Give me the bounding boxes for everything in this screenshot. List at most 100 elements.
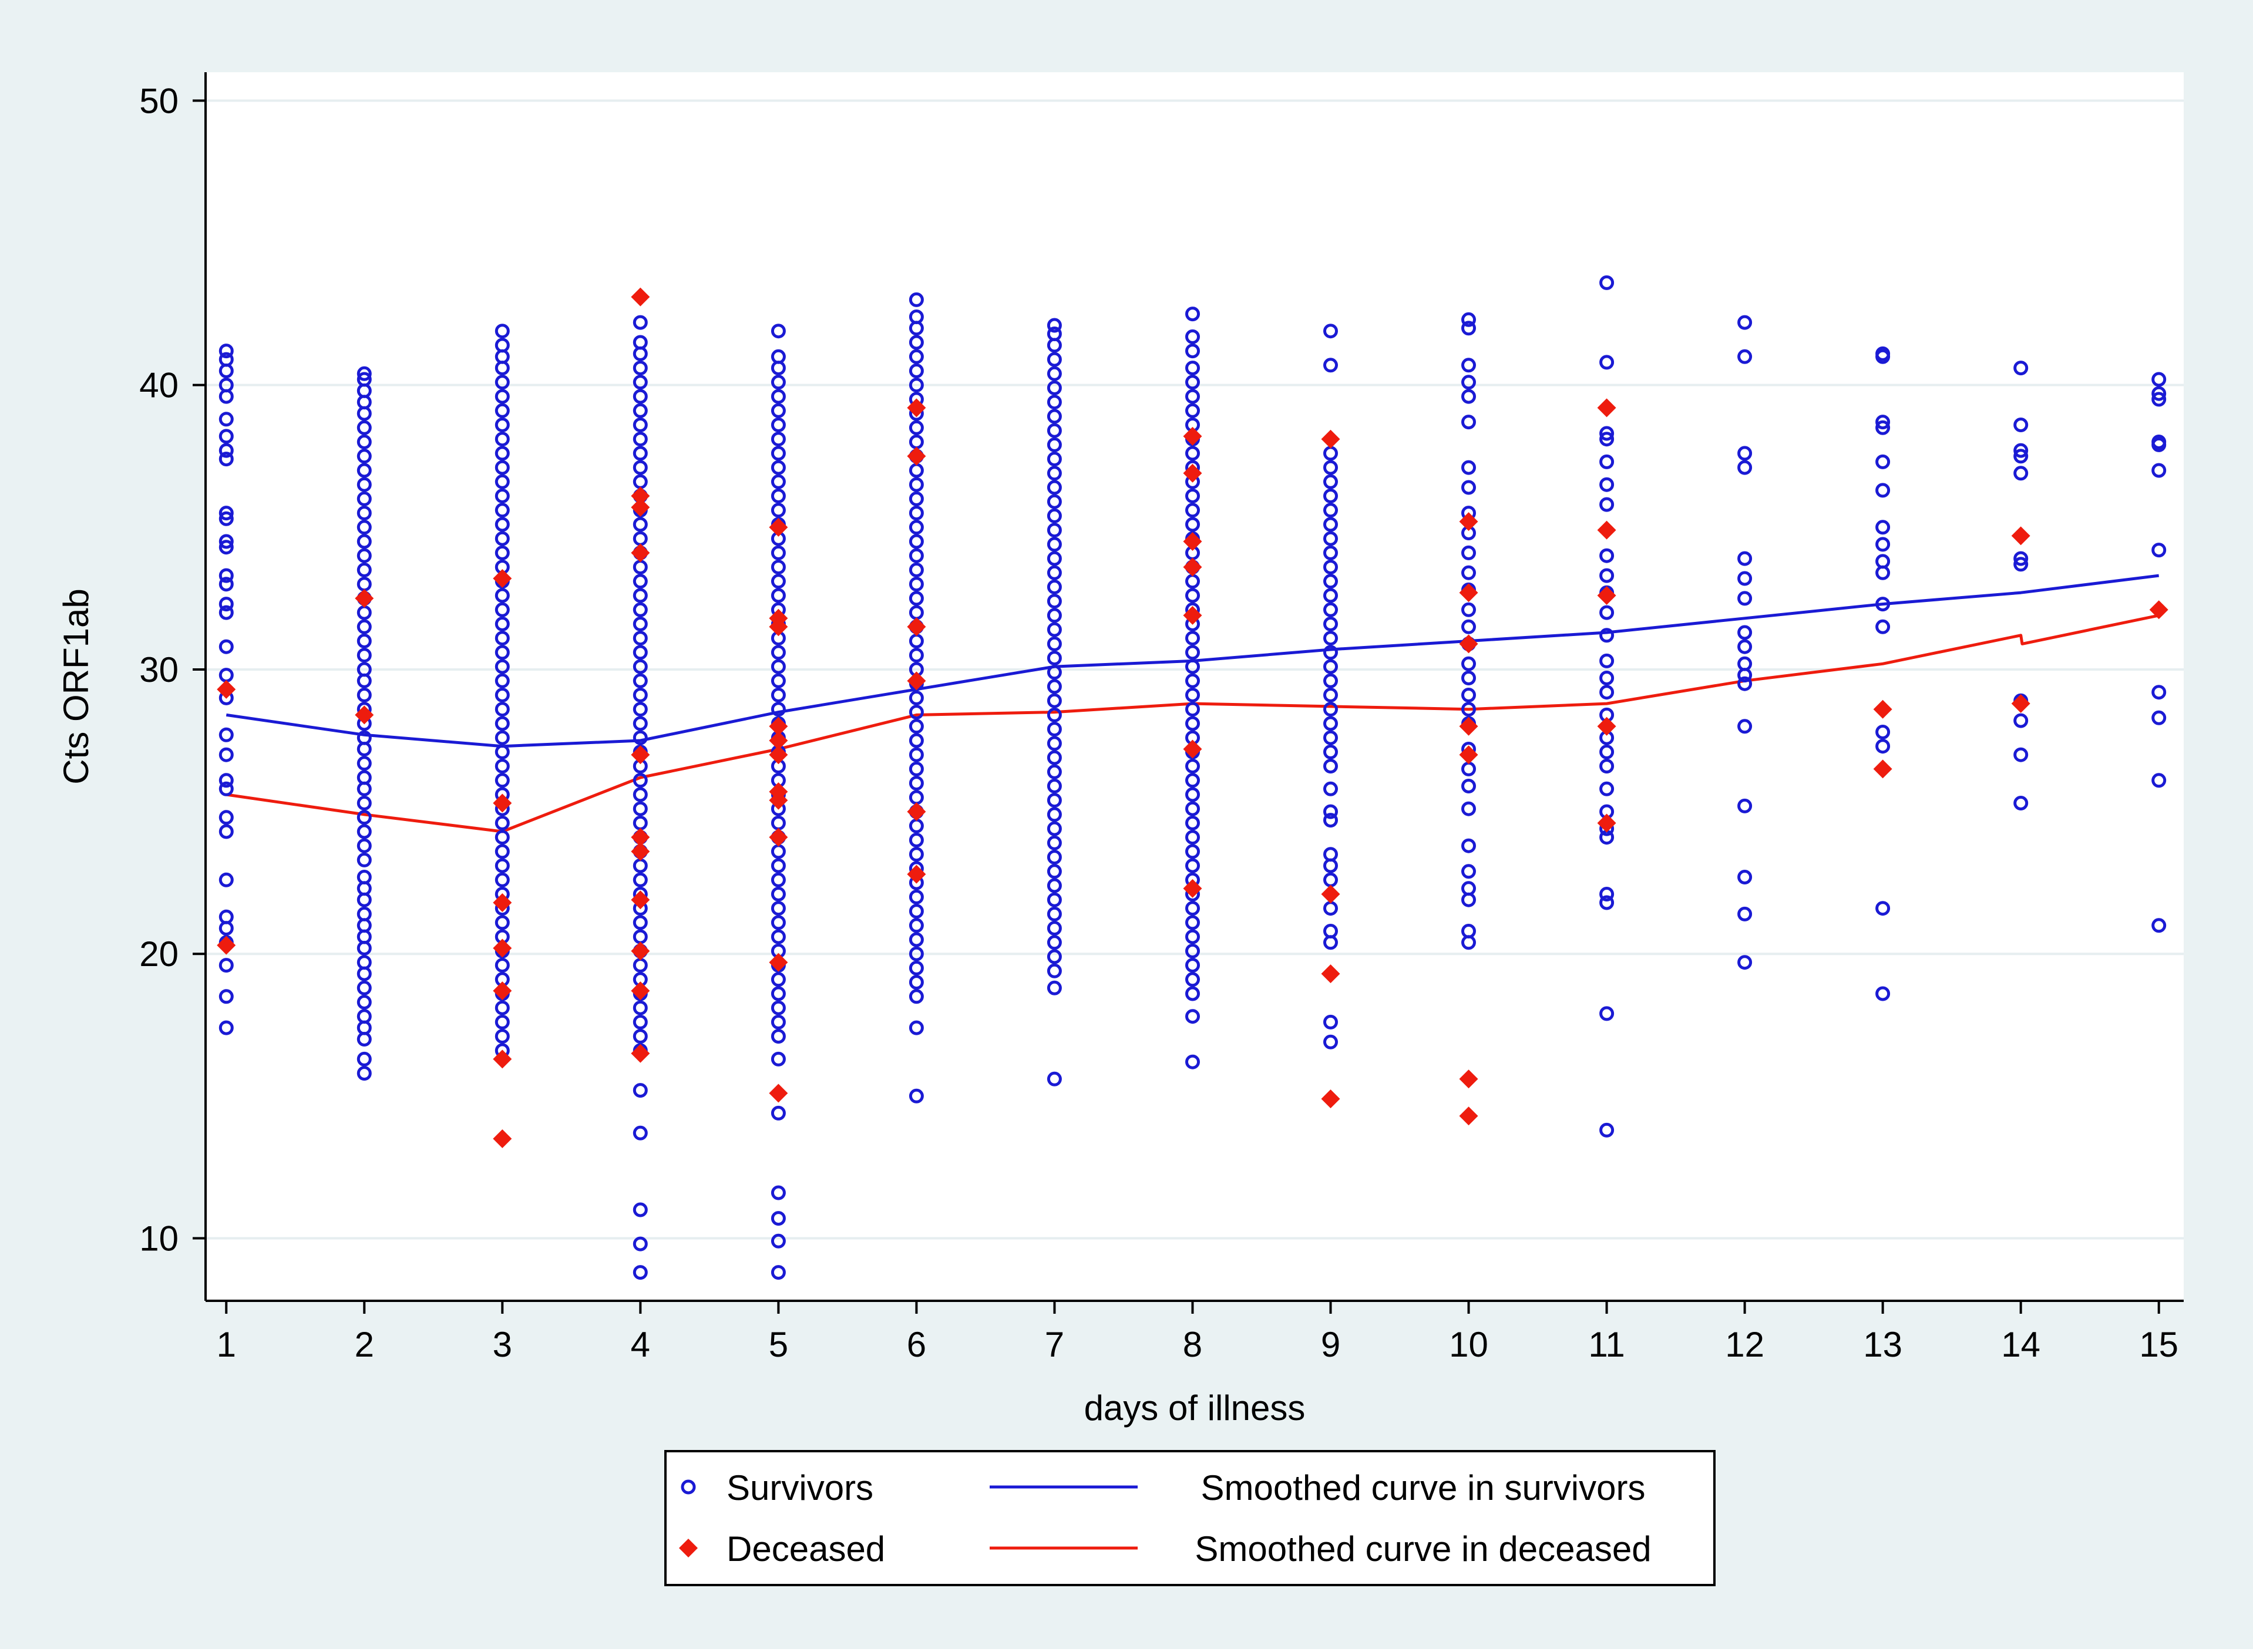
survivor-point xyxy=(1047,736,1062,751)
survivor-point xyxy=(1185,659,1200,674)
survivor-point xyxy=(771,1051,786,1066)
survivor-point xyxy=(1185,446,1200,461)
survivor-point xyxy=(1047,494,1062,509)
survivor-point xyxy=(1047,622,1062,637)
survivor-point xyxy=(218,810,234,825)
survivor-point xyxy=(909,420,924,435)
deceased-point xyxy=(907,617,926,637)
survivor-point xyxy=(633,1029,648,1044)
survivor-point xyxy=(771,432,786,447)
survivor-point xyxy=(1323,659,1338,674)
survivor-point xyxy=(1599,895,1615,910)
survivor-point xyxy=(218,540,234,555)
y-tick-label: 40 xyxy=(139,366,179,405)
survivor-point xyxy=(218,443,234,458)
survivor-point xyxy=(357,477,372,492)
survivor-point xyxy=(218,511,234,526)
survivor-point xyxy=(1047,594,1062,609)
survivor-point xyxy=(771,474,786,489)
survivor-point xyxy=(357,730,372,745)
deceased-point xyxy=(1183,879,1202,898)
survivor-point xyxy=(1599,1122,1615,1138)
deceased-smooth-line xyxy=(226,614,2160,833)
survivor-point xyxy=(218,747,234,762)
survivor-point xyxy=(495,602,510,617)
survivor-point xyxy=(357,648,372,663)
deceased-point xyxy=(769,608,788,628)
survivor-point xyxy=(633,1014,648,1029)
survivor-point xyxy=(1737,551,1753,566)
x-tick-label: 13 xyxy=(1863,1325,1902,1364)
x-tick-label: 5 xyxy=(769,1325,788,1364)
deceased-point xyxy=(907,802,926,822)
survivor-point xyxy=(495,531,510,546)
survivor-point xyxy=(1461,671,1476,685)
survivor-point xyxy=(771,1233,786,1249)
survivor-point xyxy=(1185,307,1200,322)
survivor-point xyxy=(1185,972,1200,987)
survivor-point xyxy=(1047,523,1062,538)
survivor-point xyxy=(1323,744,1338,759)
survivor-point xyxy=(1737,315,1753,330)
survivor-point xyxy=(633,375,648,390)
survivor-point xyxy=(495,645,510,660)
survivor-point xyxy=(633,432,648,447)
survivor-point xyxy=(771,1014,786,1029)
survivor-point xyxy=(495,659,510,674)
survivor-point xyxy=(1461,619,1476,634)
survivor-point xyxy=(771,389,786,404)
survivor-point xyxy=(357,870,372,884)
deceased-point xyxy=(493,1049,512,1069)
survivor-point xyxy=(909,690,924,705)
survivor-point xyxy=(1599,275,1615,290)
survivor-point xyxy=(771,324,786,339)
survivor-point xyxy=(2151,463,2167,478)
survivor-point xyxy=(357,756,372,771)
survivor-point xyxy=(909,548,924,563)
survivor-point xyxy=(495,418,510,432)
deceased-point xyxy=(631,745,650,765)
deceased-point xyxy=(631,941,650,961)
survivor-point xyxy=(2151,773,2167,788)
survivor-point xyxy=(495,545,510,560)
survivor-point xyxy=(771,901,786,916)
survivor-point xyxy=(633,702,648,717)
legend-survivors-label: Survivors xyxy=(727,1468,873,1508)
survivor-point xyxy=(633,517,648,532)
survivor-point xyxy=(1185,389,1200,404)
survivor-point xyxy=(357,995,372,1010)
survivor-point xyxy=(1599,432,1615,447)
survivor-point xyxy=(633,403,648,418)
deceased-point xyxy=(1597,813,1616,833)
deceased-point xyxy=(493,568,512,588)
deceased-point xyxy=(1321,884,1340,904)
survivor-point xyxy=(1047,423,1062,438)
survivor-point xyxy=(1461,779,1476,793)
survivor-point xyxy=(909,761,924,776)
survivor-point xyxy=(357,491,372,506)
survivor-point xyxy=(771,688,786,702)
deceased-point xyxy=(1183,739,1202,759)
survivor-point xyxy=(357,955,372,970)
survivor-point xyxy=(633,1265,648,1280)
survivor-point xyxy=(909,648,924,663)
survivor-point xyxy=(218,909,234,924)
deceased-point xyxy=(907,671,926,691)
survivor-point xyxy=(1323,503,1338,518)
survivor-point xyxy=(2151,386,2167,401)
survivor-point xyxy=(2151,685,2167,700)
survivor-point xyxy=(1185,901,1200,916)
survivor-point xyxy=(495,517,510,532)
survivor-point xyxy=(1185,588,1200,603)
survivor-point xyxy=(771,560,786,575)
survivor-point xyxy=(771,1185,786,1200)
survivor-point xyxy=(495,773,510,788)
survivor-point xyxy=(1323,759,1338,774)
survivor-point xyxy=(909,292,924,307)
survivor-point xyxy=(771,972,786,987)
survivor-point xyxy=(1047,537,1062,552)
survivor-point xyxy=(909,335,924,350)
survivor-point xyxy=(771,986,786,1001)
deceased-point xyxy=(1183,426,1202,446)
survivor-point xyxy=(1185,958,1200,973)
